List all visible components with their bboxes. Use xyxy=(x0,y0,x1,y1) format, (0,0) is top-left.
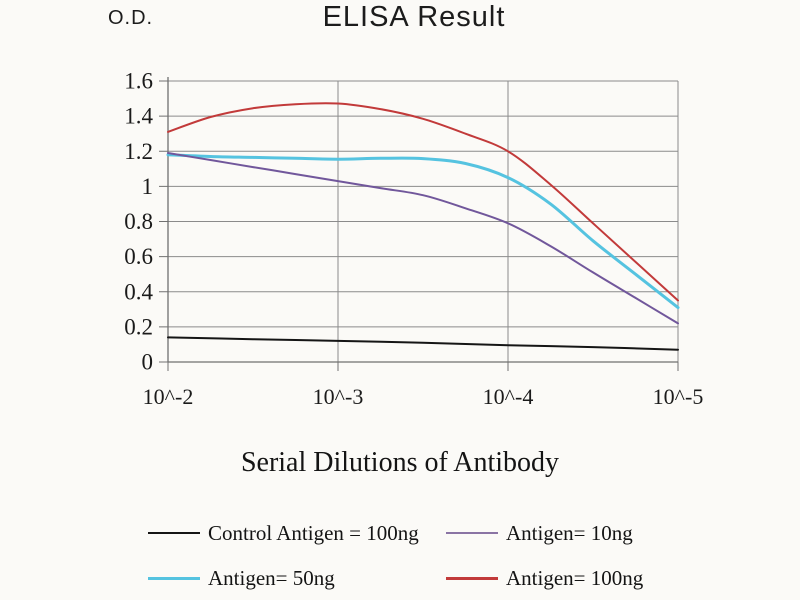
y-tick-label: 0.8 xyxy=(124,209,153,234)
y-axis-unit-label: O.D. xyxy=(108,7,154,29)
x-tick-label: 10^-5 xyxy=(653,384,704,409)
y-tick-label: 0.4 xyxy=(124,279,153,304)
y-tick-label: 0.6 xyxy=(124,244,153,269)
y-tick-label: 1.6 xyxy=(124,69,153,94)
chart-title: ELISA Result xyxy=(322,1,506,33)
x-tick-label: 10^-3 xyxy=(313,384,364,409)
x-tick-label: 10^-2 xyxy=(143,384,194,409)
y-tick-label: 0 xyxy=(142,350,154,375)
series-antigen-50ng xyxy=(166,153,680,310)
y-tick-label: 1 xyxy=(142,174,154,199)
series-antigen-100ng xyxy=(167,102,679,302)
x-axis-title: Serial Dilutions of Antibody xyxy=(240,447,560,478)
y-tick-label: 0.2 xyxy=(124,314,153,339)
series-control-antigen-100ng xyxy=(167,336,679,351)
series-antigen-10ng xyxy=(167,152,679,325)
x-tick-label: 10^-4 xyxy=(483,384,534,409)
y-tick-label: 1.2 xyxy=(124,139,153,164)
y-tick-label: 1.4 xyxy=(124,104,153,129)
